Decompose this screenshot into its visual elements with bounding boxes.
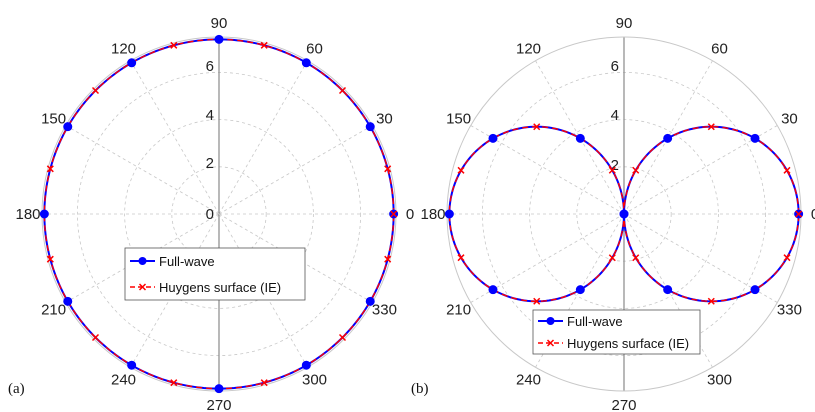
- full-wave-marker: [619, 209, 629, 219]
- full-wave-marker: [214, 34, 224, 44]
- full-wave-marker: [575, 133, 585, 143]
- huygens-marker: [457, 254, 465, 262]
- polar-plot-b: 9060300330300270240210180150120246Full-w…: [411, 15, 815, 412]
- panel-label: (a): [8, 381, 25, 397]
- full-wave-marker: [663, 133, 673, 143]
- huygens-marker: [170, 41, 178, 49]
- huygens-marker: [795, 210, 803, 218]
- angle-tick-label: 120: [516, 41, 541, 58]
- panel-label: (b): [411, 381, 429, 397]
- angle-tick-label: 330: [372, 302, 397, 319]
- huygens-marker: [384, 165, 392, 173]
- huygens-marker: [707, 297, 715, 305]
- angle-tick-label: 180: [420, 206, 445, 223]
- legend-box: [532, 309, 701, 355]
- angle-tick-label: 150: [446, 111, 471, 128]
- huygens-marker: [533, 297, 541, 305]
- radial-tick-label: 0: [206, 206, 214, 223]
- huygens-marker: [783, 254, 791, 262]
- huygens-marker: [46, 255, 54, 263]
- huygens-marker: [632, 166, 640, 174]
- grid-spoke: [65, 125, 220, 215]
- full-wave-marker: [663, 285, 673, 295]
- radial-tick-label: 4: [611, 107, 619, 124]
- full-wave-marker: [301, 58, 311, 68]
- full-wave-marker: [750, 285, 760, 295]
- radial-tick-label: 6: [206, 58, 214, 75]
- legend-label: Huygens surface (IE): [567, 336, 689, 351]
- full-wave-marker: [365, 122, 375, 132]
- huygens-marker: [170, 379, 178, 387]
- legend-box: [124, 247, 306, 301]
- full-wave-marker: [750, 133, 760, 143]
- legend: Full-wave Huygens surface (IE): [532, 309, 701, 355]
- full-wave-marker: [127, 58, 137, 68]
- huygens-marker: [632, 254, 640, 262]
- huygens-marker: [608, 254, 616, 262]
- huygens-marker: [91, 333, 100, 342]
- angle-tick-label: 120: [111, 41, 136, 58]
- angle-tick-label: 210: [41, 302, 66, 319]
- full-wave-marker: [63, 296, 73, 306]
- full-wave-marker: [444, 209, 454, 219]
- angle-tick-label: 30: [781, 111, 798, 128]
- angle-tick-label: 90: [211, 15, 228, 32]
- radial-tick-label: 4: [206, 107, 214, 124]
- grid-spoke: [218, 60, 308, 215]
- angle-tick-label: 210: [446, 302, 471, 319]
- radial-tick-label: 2: [611, 157, 619, 174]
- grid-spoke: [218, 125, 373, 215]
- legend-marker: [138, 257, 147, 265]
- angle-tick-label: 240: [111, 371, 136, 388]
- angle-tick-label: 60: [711, 41, 728, 58]
- angle-tick-label: 150: [41, 111, 66, 128]
- legend-marker: [546, 339, 555, 347]
- huygens-marker: [338, 333, 347, 342]
- legend: Full-wave Huygens surface (IE): [124, 247, 306, 301]
- huygens-marker: [783, 166, 791, 174]
- huygens-marker: [260, 41, 268, 49]
- huygens-marker: [46, 165, 54, 173]
- legend-marker: [138, 283, 147, 291]
- huygens-marker: [260, 379, 268, 387]
- huygens-marker: [457, 166, 465, 174]
- angle-tick-label: 330: [777, 302, 802, 319]
- full-wave-marker: [301, 360, 311, 370]
- full-wave-marker: [488, 133, 498, 143]
- grid-spoke: [130, 60, 220, 215]
- huygens-marker: [91, 86, 100, 95]
- huygens-marker: [390, 210, 398, 218]
- angle-tick-label: 270: [611, 397, 636, 412]
- full-wave-marker: [575, 285, 585, 295]
- radial-tick-label: 2: [206, 155, 214, 172]
- huygens-marker: [384, 255, 392, 263]
- angle-tick-label: 300: [302, 371, 327, 388]
- angle-tick-label: 30: [376, 111, 393, 128]
- huygens-marker: [608, 166, 616, 174]
- full-wave-marker: [214, 384, 224, 394]
- huygens-marker: [707, 123, 715, 131]
- angle-tick-label: 240: [516, 371, 541, 388]
- full-wave-marker: [39, 209, 49, 219]
- radial-tick-label: 6: [611, 58, 619, 75]
- full-wave-marker: [488, 285, 498, 295]
- huygens-marker: [533, 123, 541, 131]
- legend-label: Full-wave: [159, 254, 215, 269]
- legend-marker: [546, 317, 555, 325]
- angle-tick-label: 90: [616, 15, 633, 32]
- legend-label: Full-wave: [567, 314, 623, 329]
- angle-tick-label: 60: [306, 41, 323, 58]
- angle-tick-label: 0: [406, 206, 414, 223]
- full-wave-marker: [365, 296, 375, 306]
- angle-tick-label: 180: [15, 206, 40, 223]
- angle-tick-label: 270: [206, 397, 231, 412]
- full-wave-marker: [127, 360, 137, 370]
- legend-label: Huygens surface (IE): [159, 280, 281, 295]
- huygens-marker: [338, 86, 347, 95]
- full-wave-marker: [63, 122, 73, 132]
- angle-tick-label: 0: [811, 206, 815, 223]
- angle-tick-label: 300: [707, 371, 732, 388]
- polar-plot-a: 90603003303002702402101801501200246Full-…: [8, 15, 414, 412]
